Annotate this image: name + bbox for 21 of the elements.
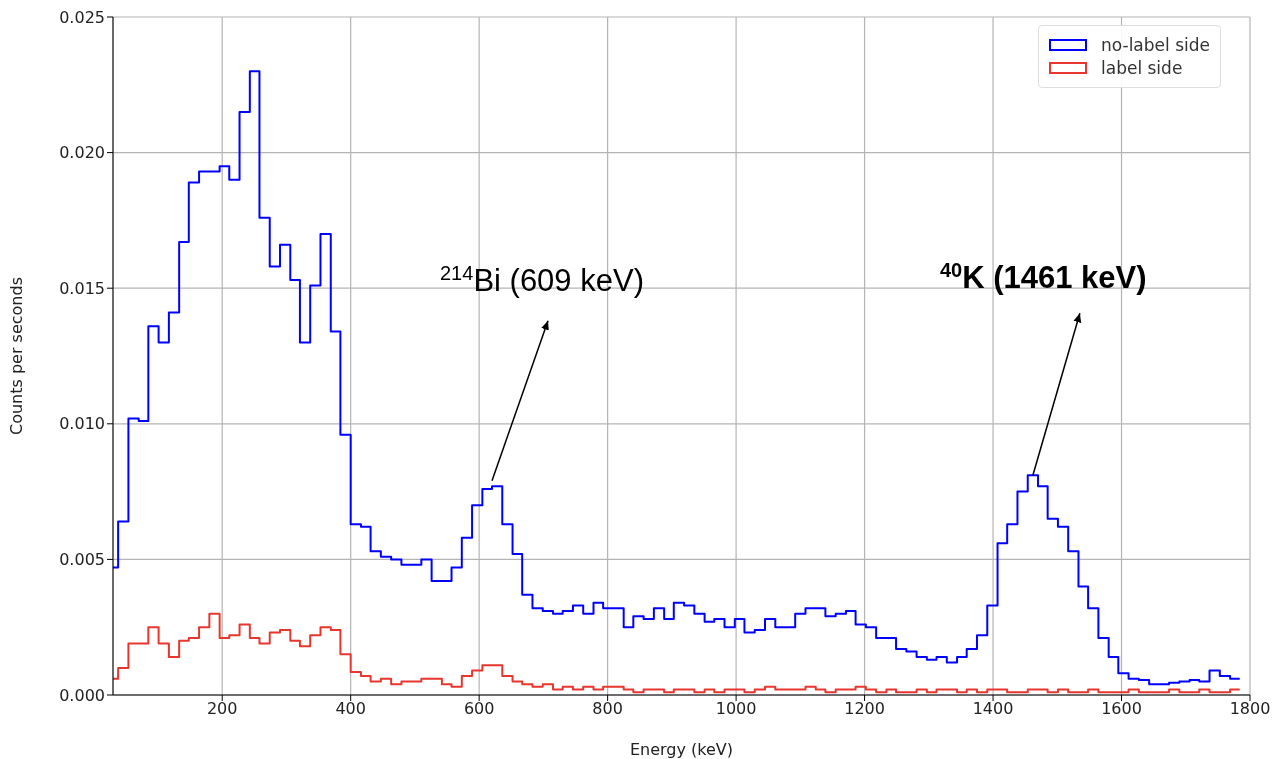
y-axis-title: Counts per seconds <box>7 277 26 435</box>
legend-label: no-label side <box>1101 35 1210 55</box>
x-axis-title: Energy (keV) <box>629 740 734 759</box>
legend-label: label side <box>1101 58 1183 78</box>
y-tick-label: 0.005 <box>59 550 105 570</box>
y-tick-label: 0.025 <box>59 7 105 27</box>
annotation: $^{40}$K (1461 keV) <box>939 259 1147 296</box>
x-tick-label: 1200 <box>844 699 885 719</box>
x-tick-label: 1600 <box>1101 699 1142 719</box>
y-tick-label: 0.010 <box>59 414 105 434</box>
y-tick-label: 0.000 <box>59 685 105 705</box>
x-tick-label: 600 <box>463 699 495 719</box>
x-tick-label: 800 <box>592 699 623 719</box>
annotation: $^{214}$Bi (609 keV) <box>440 261 644 298</box>
y-tick-label: 0.015 <box>59 278 105 298</box>
x-tick-label: 200 <box>206 699 238 719</box>
x-tick-label: 1400 <box>972 699 1014 719</box>
y-tick-label: 0.020 <box>59 143 105 163</box>
x-tick-label: 1800 <box>1229 699 1271 719</box>
x-tick-label: 400 <box>335 699 366 719</box>
x-tick-label: 1000 <box>715 699 757 719</box>
